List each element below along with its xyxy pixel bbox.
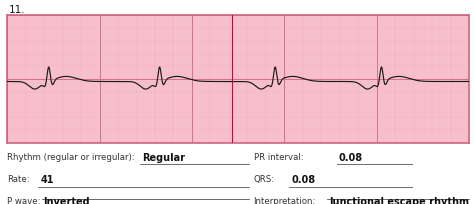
Text: P wave:: P wave: [7, 196, 41, 204]
Text: Inverted: Inverted [44, 196, 90, 204]
Text: PR interval:: PR interval: [254, 152, 303, 161]
Text: Regular: Regular [142, 152, 185, 162]
Text: Interpretation:: Interpretation: [254, 196, 316, 204]
Text: Rhythm (regular or irregular):: Rhythm (regular or irregular): [7, 152, 135, 161]
Text: 11.: 11. [9, 5, 25, 15]
Text: 0.08: 0.08 [339, 152, 363, 162]
Text: Junctional escape rhythm: Junctional escape rhythm [329, 196, 469, 204]
Text: 0.08: 0.08 [292, 174, 316, 184]
Text: 41: 41 [40, 174, 54, 184]
Text: QRS:: QRS: [254, 174, 275, 183]
Text: Rate:: Rate: [7, 174, 30, 183]
